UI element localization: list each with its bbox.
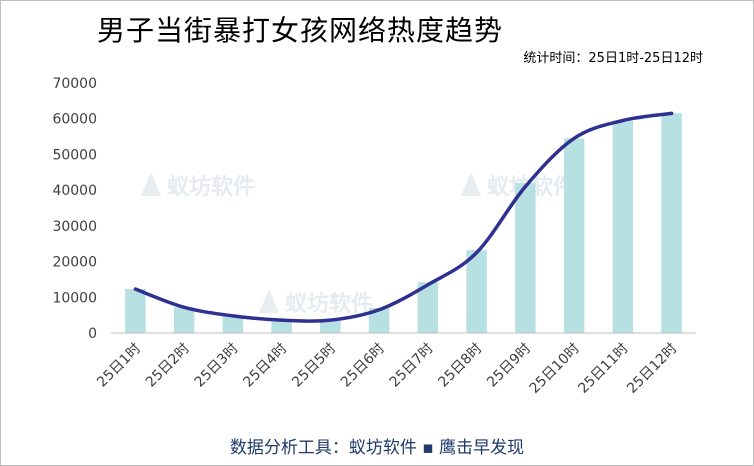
x-tick-label: 25日8时: [435, 341, 485, 391]
watermark-text: 蚁坊软件: [285, 291, 373, 317]
y-axis: 0 10000 20000 30000 40000 50000 60000 70000: [52, 76, 97, 342]
y-tick-label: 40000: [52, 183, 97, 199]
bar: [661, 113, 682, 333]
watermark-text: 蚁坊软件: [167, 174, 255, 200]
y-tick-label: 20000: [52, 255, 97, 271]
y-tick-label: 30000: [52, 219, 97, 235]
bar: [320, 320, 341, 333]
y-tick-label: 60000: [52, 112, 97, 128]
x-tick-label: 25日5时: [289, 341, 339, 391]
trend-line-group: [133, 111, 674, 323]
watermark-logo-icon: [141, 172, 161, 196]
y-tick-label: 10000: [52, 290, 97, 306]
x-tick-label: 25日12时: [624, 341, 680, 397]
x-tick-label: 25日4时: [240, 341, 290, 391]
bar: [563, 138, 585, 333]
chart-title: 男子当街暴打女孩网络热度趋势: [97, 14, 504, 47]
bar: [515, 183, 536, 333]
x-tick-label: 25日11时: [575, 341, 631, 397]
x-tick-label: 25日1时: [94, 341, 144, 391]
watermark-logo-icon: [259, 289, 279, 313]
x-tick-label: 25日10时: [527, 341, 583, 397]
trend-line: [133, 111, 674, 323]
x-tick-label: 25日2时: [143, 341, 193, 391]
bar: [125, 289, 146, 333]
y-tick-label: 50000: [52, 147, 97, 163]
bars-group: [125, 113, 682, 333]
y-tick-label: 0: [88, 326, 97, 342]
watermark-layer: 蚁坊软件蚁坊软件蚁坊软件: [141, 172, 575, 317]
x-tick-label: 25日3时: [192, 341, 242, 391]
chart-area: 蚁坊软件蚁坊软件蚁坊软件 010000200003000040000500006…: [52, 76, 696, 397]
chart-footer: 数据分析工具：蚁坊软件 ▪ 鹰击早发现: [229, 438, 525, 458]
y-tick-label: 70000: [52, 76, 97, 92]
bar: [271, 320, 292, 333]
bar: [466, 250, 487, 333]
x-axis: 25日1时25日2时25日3时25日4时25日5时25日6时25日7时25日8时…: [94, 332, 696, 397]
x-tick-label: 25日6时: [338, 341, 388, 391]
watermark-logo-icon: [461, 172, 481, 196]
chart-subtitle: 统计时间：25日1时-25日12时: [523, 51, 703, 66]
x-tick-label: 25日7时: [387, 341, 437, 391]
bar: [417, 282, 439, 333]
x-tick-label: 25日9时: [484, 341, 534, 391]
bar: [173, 307, 195, 333]
bar: [612, 120, 634, 333]
bar: [368, 308, 390, 333]
bar: [222, 315, 244, 333]
